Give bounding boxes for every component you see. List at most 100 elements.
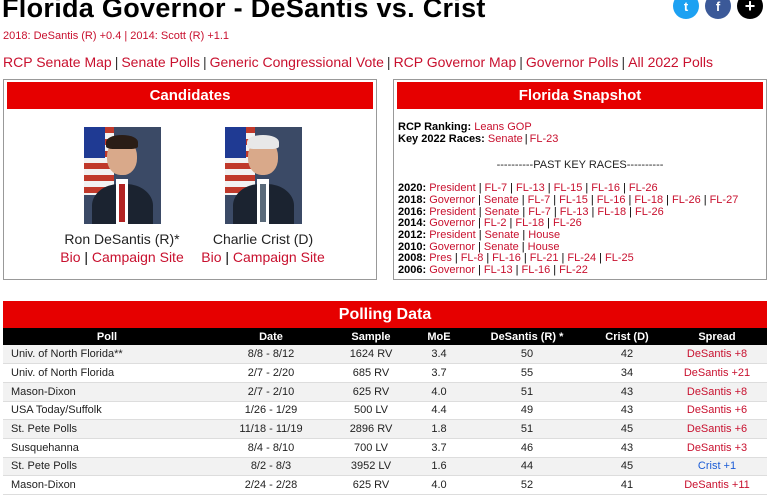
table-cell: 1.6: [411, 457, 467, 477]
spread-cell: DeSantis +3: [667, 438, 767, 458]
past-race-link[interactable]: President: [429, 228, 476, 241]
table-row: Mason-Dixon 2/24 - 2/28 625 RV 4.0 52 41 DeSan…: [3, 475, 767, 495]
poll-name-link[interactable]: Univ. of North Florida**: [3, 345, 211, 365]
race-separator: |: [478, 193, 481, 206]
past-race-row: 2012: President | Senate | House: [398, 228, 762, 242]
poll-name-link[interactable]: St. Pete Polls: [3, 457, 211, 477]
past-race-link[interactable]: FL-13: [483, 264, 513, 277]
past-race-link[interactable]: FL-7: [527, 193, 551, 206]
link-separator: |: [84, 249, 89, 265]
past-race-link[interactable]: Senate: [484, 228, 520, 241]
past-race-link[interactable]: Senate: [483, 240, 519, 253]
poll-name-link[interactable]: Mason-Dixon: [3, 382, 211, 402]
past-race-link[interactable]: President: [429, 182, 476, 195]
past-race-link[interactable]: FL-16: [521, 264, 551, 277]
nav-separator: |: [202, 54, 207, 70]
past-race-link[interactable]: FL-16: [591, 182, 620, 195]
past-race-link[interactable]: FL-15: [553, 182, 583, 195]
nav-link-governor-map[interactable]: RCP Governor Map: [393, 54, 517, 70]
nav-link-all-polls[interactable]: All 2022 Polls: [628, 54, 713, 70]
past-race-link[interactable]: FL-26: [634, 205, 664, 218]
facebook-icon[interactable]: f: [705, 0, 731, 19]
poll-name-link[interactable]: Univ. of North Florida: [3, 363, 211, 383]
past-race-link[interactable]: FL-25: [605, 252, 634, 265]
column-header: Date: [211, 328, 331, 345]
race-separator: |: [478, 217, 481, 230]
table-cell: 8/2 - 8/3: [211, 457, 331, 477]
candidate-name: Ron DeSantis (R)*: [64, 231, 180, 247]
past-race-link[interactable]: FL-26: [628, 182, 658, 195]
past-race-row: 2016: President | Senate | FL-7 | FL-13 | FL-18 |…: [398, 205, 762, 219]
nav-link-governor-polls[interactable]: Governor Polls: [525, 54, 619, 70]
nav-separator: |: [621, 54, 626, 70]
share-plus-icon[interactable]: +: [737, 0, 763, 19]
past-race-link[interactable]: FL-2: [483, 217, 507, 230]
table-cell: 3.4: [411, 345, 467, 365]
past-race-link[interactable]: FL-18: [634, 193, 664, 206]
past-race-link[interactable]: FL-7: [528, 205, 551, 218]
past-race-row: 2006: Governor | FL-13 | FL-16 | FL-22: [398, 264, 762, 277]
past-race-link[interactable]: FL-8: [460, 252, 484, 265]
key-races: Key 2022 Races: Senate | FL-23: [398, 132, 762, 146]
past-race-link[interactable]: FL-16: [596, 193, 626, 206]
past-race-link[interactable]: Governor: [429, 193, 476, 206]
table-cell: 4.4: [411, 401, 467, 421]
past-race-link[interactable]: House: [527, 240, 560, 253]
poll-name-link[interactable]: Susquehanna: [3, 438, 211, 458]
past-race-link[interactable]: Governor: [429, 240, 476, 253]
past-race-link[interactable]: FL-21: [529, 252, 559, 265]
spread-cell: DeSantis +8: [667, 345, 767, 365]
past-race-link[interactable]: FL-26: [553, 217, 582, 230]
past-race-link[interactable]: FL-18: [597, 205, 627, 218]
poll-name-link[interactable]: USA Today/Suffolk: [3, 401, 211, 421]
key-race-link[interactable]: FL-23: [529, 132, 559, 145]
past-race-link[interactable]: Pres: [429, 252, 452, 265]
race-separator: |: [523, 252, 527, 265]
race-separator: |: [510, 182, 514, 195]
past-race-link[interactable]: FL-13: [559, 205, 589, 218]
candidate-bio-link[interactable]: Bio: [201, 249, 222, 265]
key-race-link[interactable]: Senate: [487, 132, 523, 145]
table-row: Univ. of North Florida 2/7 - 2/20 685 RV 3.…: [3, 363, 767, 383]
candidate-campaign-link[interactable]: Campaign Site: [91, 249, 184, 265]
past-race-link[interactable]: President: [429, 205, 476, 218]
race-separator: |: [522, 228, 526, 241]
past-race-link[interactable]: Senate: [484, 205, 520, 218]
snapshot-panel: Florida Snapshot RCP Ranking: Leans GOP …: [393, 79, 767, 280]
candidate-photo-crist: [224, 127, 302, 224]
table-cell: 625 RV: [331, 382, 411, 402]
past-race-link[interactable]: FL-27: [709, 193, 739, 206]
spread-cell: DeSantis +11: [667, 475, 767, 495]
past-race-link[interactable]: FL-7: [484, 182, 508, 195]
past-race-year: 2008:: [398, 252, 427, 265]
candidate-campaign-link[interactable]: Campaign Site: [232, 249, 325, 265]
ranking-value[interactable]: Leans GOP: [474, 121, 532, 133]
poll-name-link[interactable]: Mason-Dixon: [3, 475, 211, 495]
nav-separator: |: [114, 54, 119, 70]
table-row: USA Today/Suffolk 1/26 - 1/29 500 LV 4.4 49 4…: [3, 401, 767, 421]
table-cell: 2/24 - 2/28: [211, 475, 331, 495]
nav-link-senate-map[interactable]: RCP Senate Map: [3, 54, 112, 70]
past-race-link[interactable]: FL-15: [559, 193, 588, 206]
table-cell: 3.7: [411, 438, 467, 458]
table-cell: 8/4 - 8/10: [211, 438, 331, 458]
past-race-link[interactable]: Senate: [483, 193, 519, 206]
past-race-link[interactable]: FL-26: [671, 193, 701, 206]
past-race-link[interactable]: FL-13: [516, 182, 545, 195]
past-race-link[interactable]: Governor: [429, 264, 476, 277]
ranking-label: RCP Ranking:: [398, 121, 472, 133]
candidate-bio-link[interactable]: Bio: [60, 249, 81, 265]
past-race-link[interactable]: FL-18: [515, 217, 545, 230]
past-race-link[interactable]: FL-22: [559, 264, 588, 277]
candidates-panel: Candidates Ron DeSantis (R)* Bio | Campa…: [3, 79, 377, 280]
column-header: Crist (D): [587, 328, 667, 345]
twitter-icon[interactable]: t: [673, 0, 699, 19]
spread-cell: DeSantis +6: [667, 419, 767, 439]
past-race-link[interactable]: House: [528, 228, 561, 241]
poll-name-link[interactable]: St. Pete Polls: [3, 419, 211, 439]
past-race-link[interactable]: Governor: [429, 217, 476, 230]
past-race-link[interactable]: FL-24: [567, 252, 597, 265]
past-race-link[interactable]: FL-16: [492, 252, 521, 265]
nav-link-senate-polls[interactable]: Senate Polls: [121, 54, 200, 70]
nav-link-generic-vote[interactable]: Generic Congressional Vote: [209, 54, 384, 70]
